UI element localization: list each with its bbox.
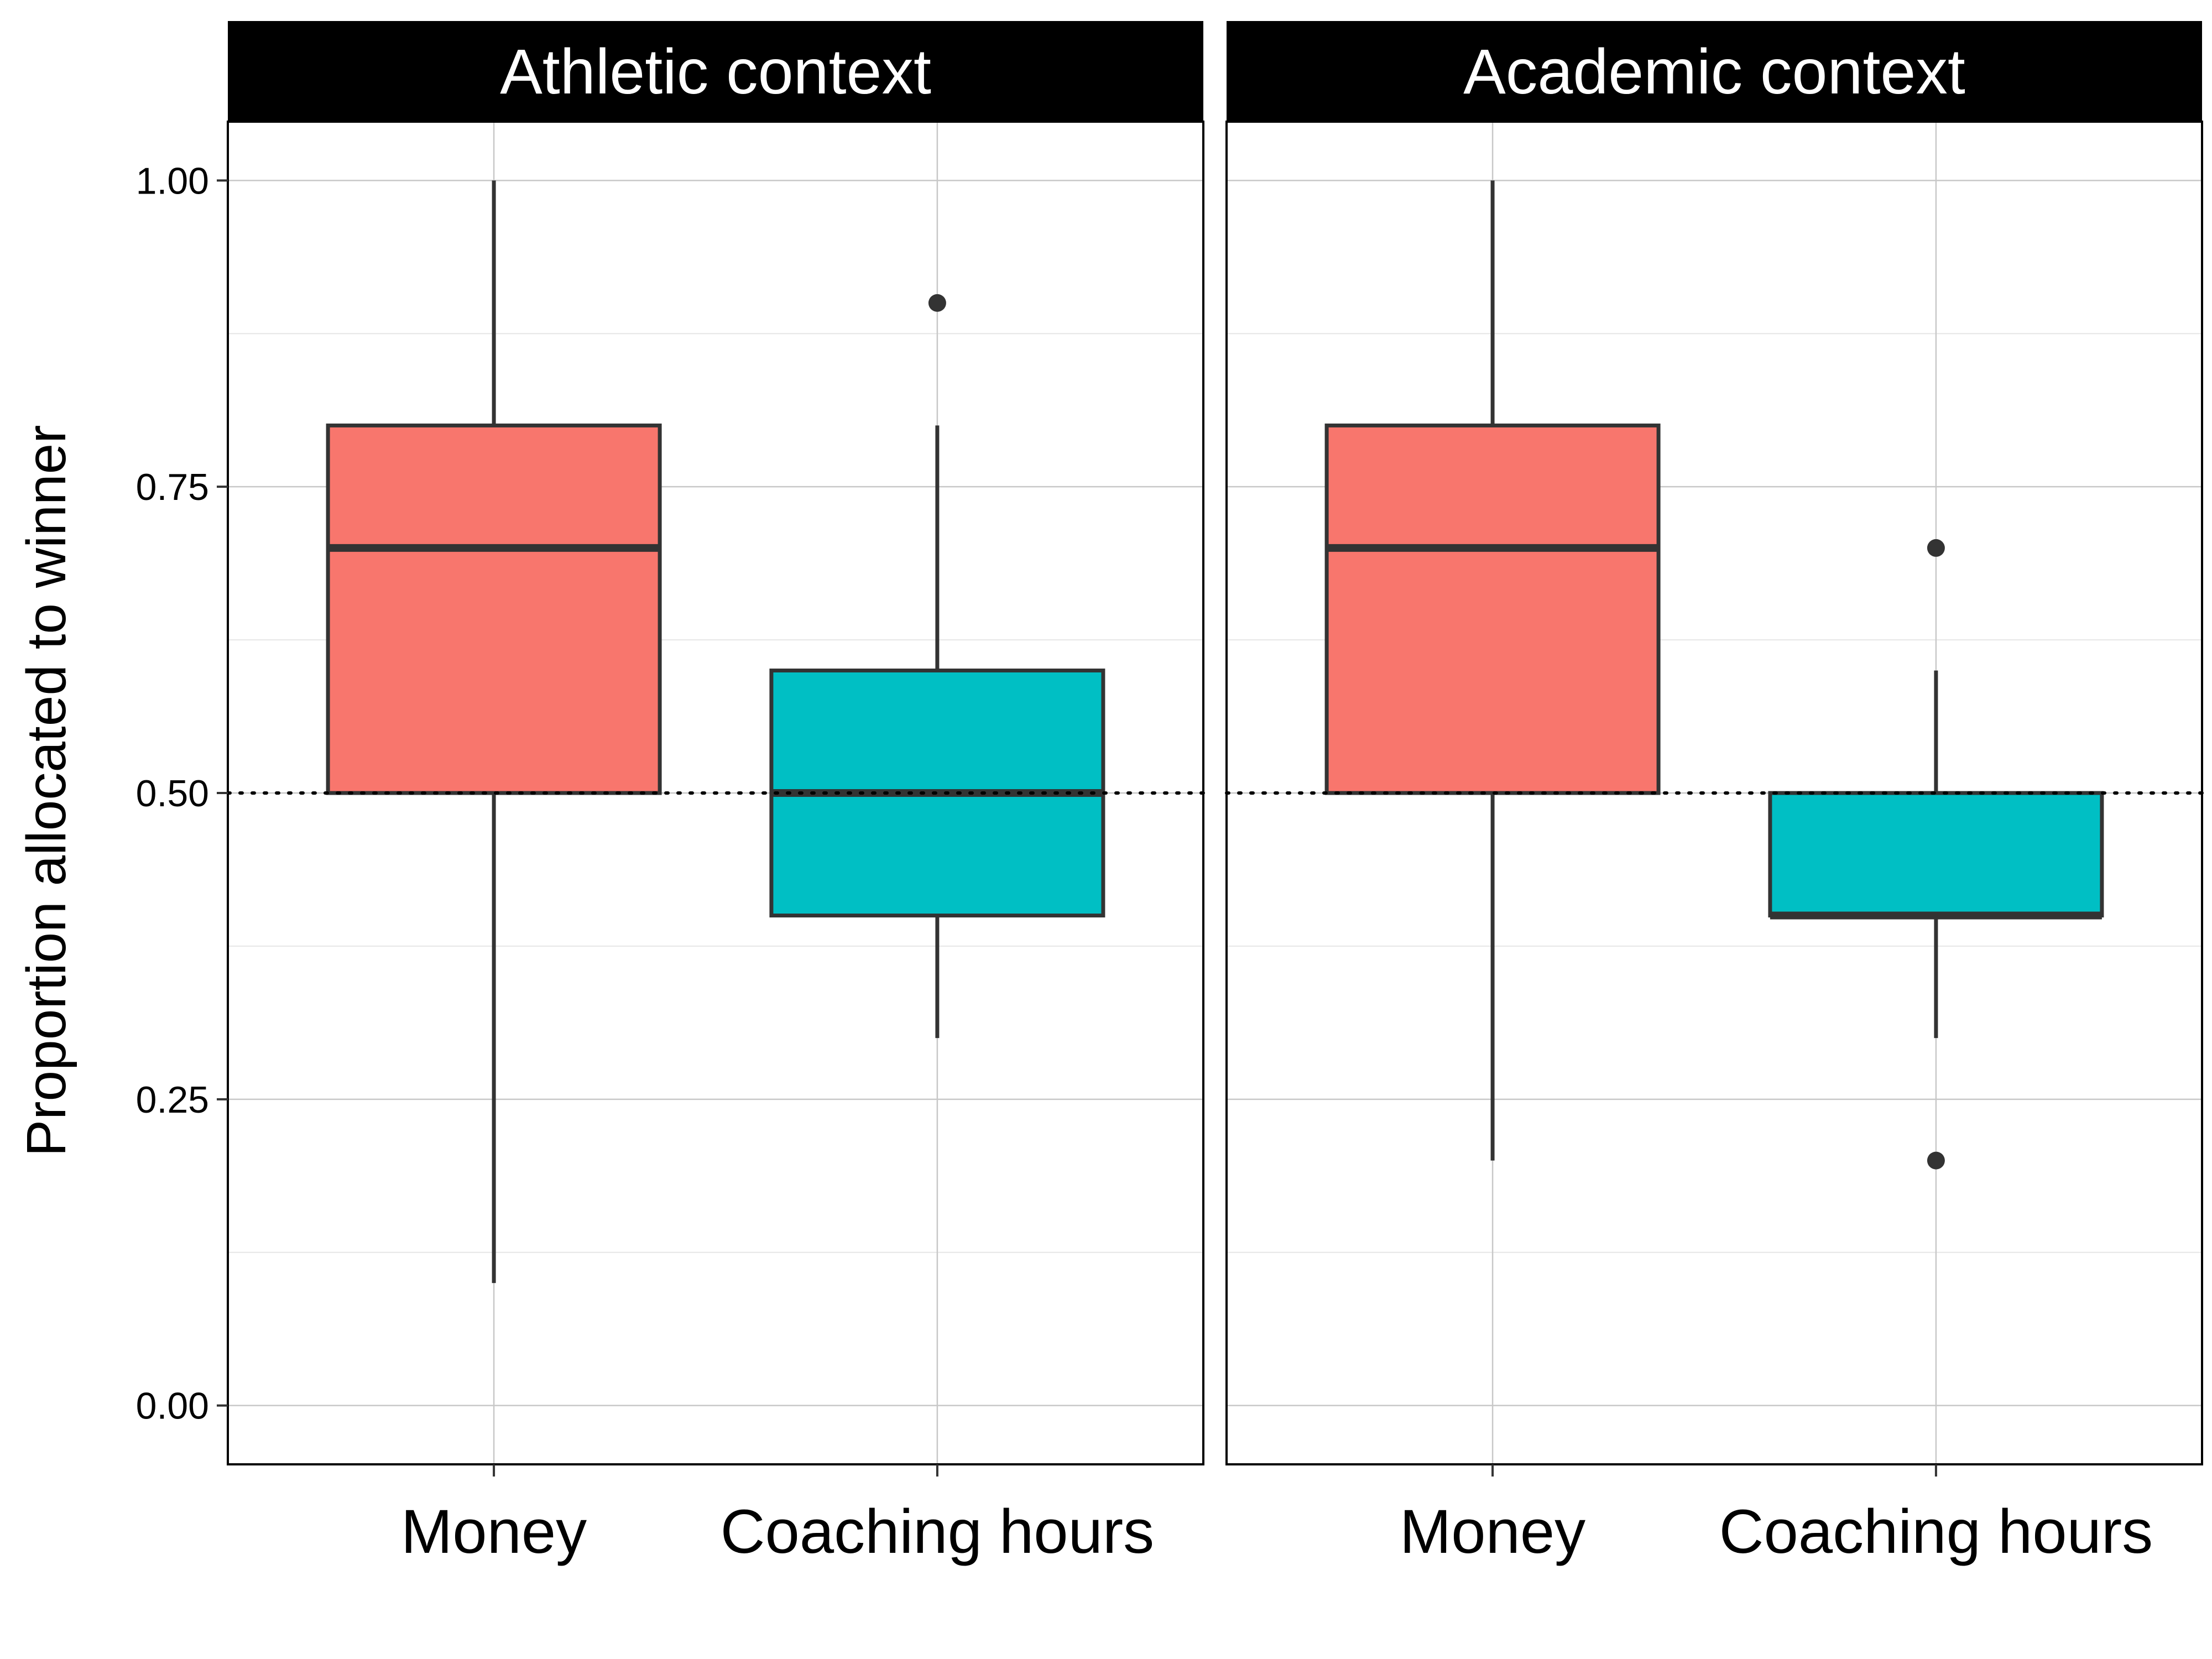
y-axis: 0.00 0.25 0.50 0.75 1.00: [136, 160, 228, 1427]
box-money: [1324, 180, 1661, 1161]
x-tick-label: Coaching hours: [721, 1497, 1155, 1566]
panel-title: Athletic context: [500, 36, 931, 107]
y-axis-title: Proportion allocated to winner: [15, 425, 77, 1157]
y-tick-label: 0.75: [136, 466, 209, 508]
iqr-box: [326, 423, 662, 795]
panel-title: Academic context: [1463, 36, 1965, 107]
outlier-point: [1927, 539, 1945, 557]
y-tick-label: 1.00: [136, 160, 209, 202]
panel-1: Athletic context Money Coaching hours: [226, 21, 1205, 1566]
y-tick-label: 0.25: [136, 1079, 209, 1121]
x-tick-label: Money: [401, 1497, 587, 1566]
box-money: [326, 180, 662, 1284]
iqr-box: [1768, 791, 2104, 918]
outlier-point: [928, 294, 946, 312]
outlier-point: [1927, 1151, 1945, 1170]
x-tick-label: Coaching hours: [1719, 1497, 2153, 1566]
y-tick-label: 0.50: [136, 773, 209, 815]
strip-background: [1227, 21, 2202, 122]
x-tick-label: Money: [1400, 1497, 1585, 1566]
iqr-box: [1324, 423, 1661, 795]
panel-2: Academic context Money Coaching hours: [1225, 21, 2204, 1566]
y-tick-label: 0.00: [136, 1385, 209, 1427]
strip-background: [228, 21, 1203, 122]
